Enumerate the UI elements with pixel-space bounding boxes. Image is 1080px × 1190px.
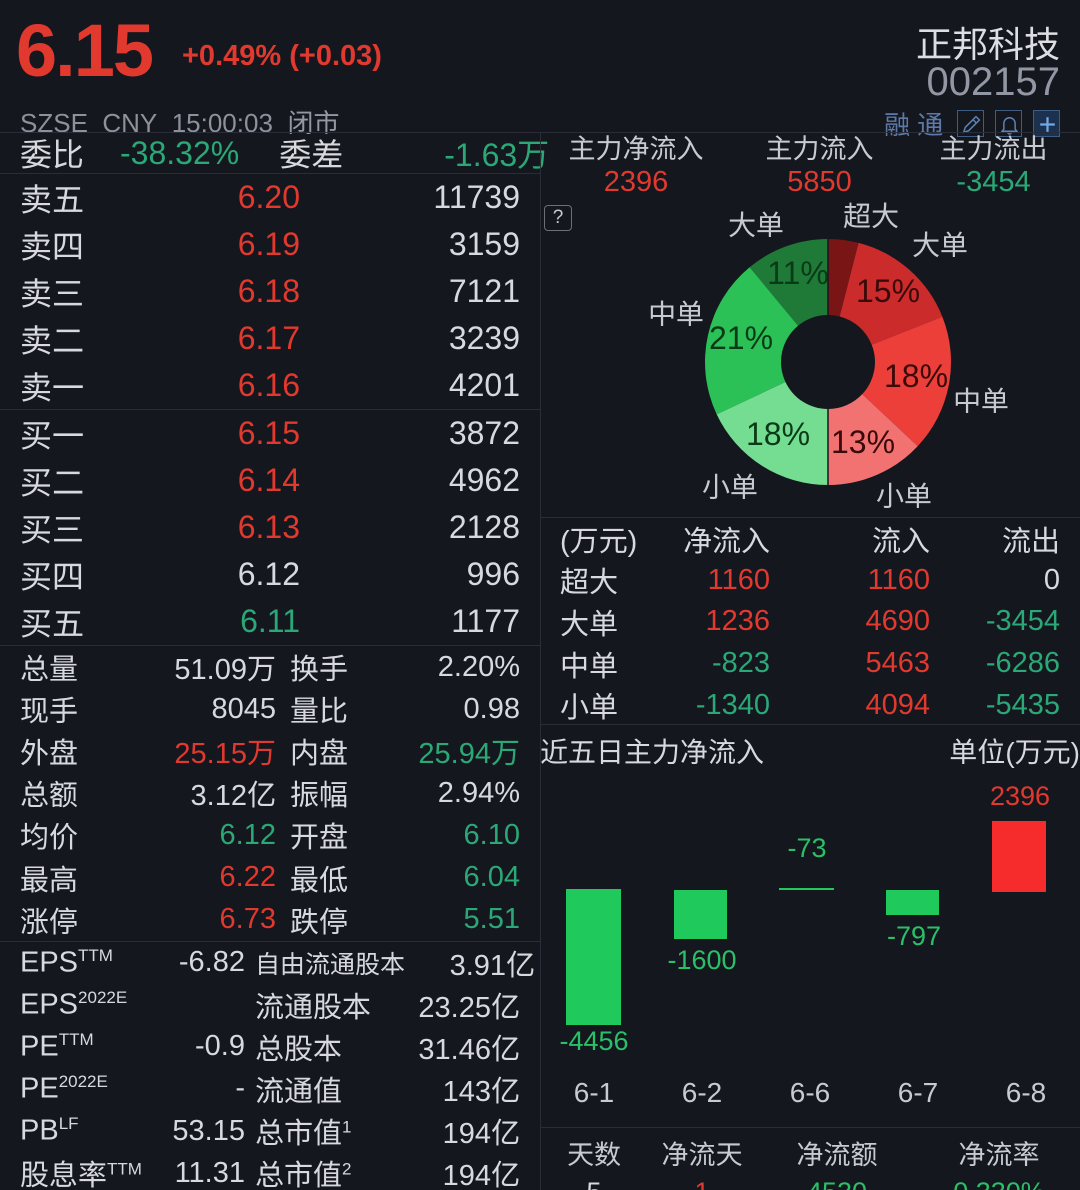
svg-text:11%: 11% xyxy=(767,255,829,291)
svg-text:15%: 15% xyxy=(856,273,920,309)
svg-text:13%: 13% xyxy=(831,424,895,460)
svg-text:18%: 18% xyxy=(746,416,810,452)
